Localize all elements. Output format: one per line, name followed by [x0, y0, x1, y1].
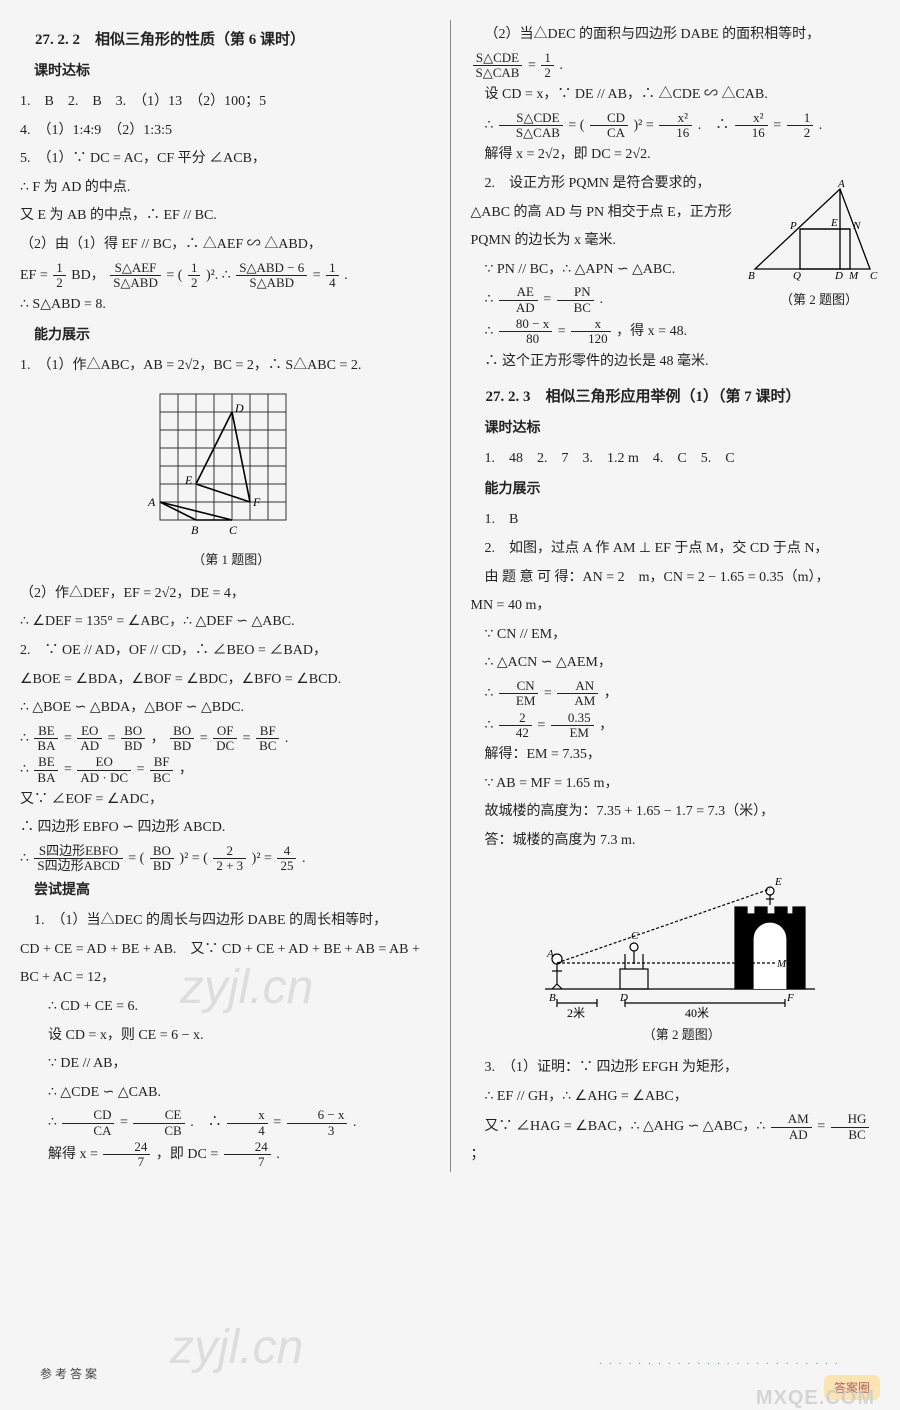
footer-dots: · · · · · · · · · · · · · · · · · · · · … — [599, 1359, 840, 1370]
solution-line: ∵ DE // AB， — [20, 1051, 430, 1078]
solution-line: 设 CD = x，则 CE = 6 − x. — [20, 1023, 430, 1050]
solution-line: （2）由（1）得 EF // BC，∴ △AEF ∽ △ABD， — [20, 232, 430, 259]
solution-line: 由 题 意 可 得：AN = 2 m，CN = 2 − 1.65 = 0.35（… — [471, 565, 881, 592]
svg-text:D: D — [234, 401, 244, 415]
solution-line: 又 E 为 AB 的中点，∴ EF // BC. — [20, 203, 430, 230]
equation-line: ∴ BEBA = EOAD = BOBD ， BOBD = OFDC = BFB… — [20, 724, 430, 754]
solution-line: MN = 40 m， — [471, 593, 881, 620]
svg-text:F: F — [252, 495, 261, 509]
solution-line: 解得 x = 2√2，即 DC = 2√2. — [471, 142, 881, 169]
right-column: （2）当△DEC 的面积与四边形 DABE 的面积相等时， S△CDES△CAB… — [471, 20, 881, 1172]
svg-text:C: C — [870, 270, 878, 282]
svg-text:N: N — [852, 220, 861, 232]
equation-line: ∴ S四边形EBFOS四边形ABCD = ( BOBD )² = ( 22 + … — [20, 844, 430, 874]
solution-line: 又∵ ∠EOF = ∠ADC， — [20, 787, 430, 814]
equation-line: ∴ 80 − x80 = x120 ，得 x = 48. — [471, 317, 881, 347]
solution-line: CD + CE = AD + BE + AB. 又∵ CD + CE + AD … — [20, 937, 430, 964]
section-heading: 27. 2. 2 相似三角形的性质（第 6 课时） — [20, 26, 430, 55]
svg-text:P: P — [789, 220, 797, 232]
solution-line: ∠BOE = ∠BDA，∠BOF = ∠BDC，∠BFO = ∠BCD. — [20, 667, 430, 694]
figure-tower: A B C D E F M 2米 40米 — [525, 859, 825, 1019]
svg-text:E: E — [184, 473, 193, 487]
solution-line: ∵ CN // EM， — [471, 622, 881, 649]
solution-line: ∴ ∠DEF = 135° = ∠ABC，∴ △DEF ∽ △ABC. — [20, 609, 430, 636]
svg-text:B: B — [191, 523, 199, 537]
solution-line: ∴ EF // GH，∴ ∠AHG = ∠ABC， — [471, 1084, 881, 1111]
subsection-title: 课时达标 — [20, 59, 430, 86]
solution-line: ∴ △ACN ∽ △AEM， — [471, 650, 881, 677]
equation-line: 解得 x = 247 ，即 DC = 247 . — [20, 1140, 430, 1170]
solution-line: BC + AC = 12， — [20, 965, 430, 992]
svg-text:E: E — [774, 876, 782, 888]
figure-triangle-wrapper: A B C Q D M P E N （第 2 题图） — [745, 175, 880, 321]
figure-triangle: A B C Q D M P E N — [745, 179, 880, 284]
svg-text:B: B — [549, 992, 556, 1004]
mxqe-watermark: MXQE.COM — [756, 1387, 875, 1410]
solution-line: （2）作△DEF，EF = 2√2，DE = 4， — [20, 581, 430, 608]
solution-line: ∴ F 为 AD 的中点. — [20, 175, 430, 202]
svg-text:D: D — [619, 992, 628, 1004]
solution-line: 2. ∵ OE // AD，OF // CD，∴ ∠BEO = ∠BAD， — [20, 638, 430, 665]
solution-line: ∴ S△ABD = 8. — [20, 292, 430, 319]
svg-text:A: A — [837, 179, 845, 190]
solution-line: 故城楼的高度为：7.35 + 1.65 − 1.7 = 7.3（米）， — [471, 799, 881, 826]
svg-text:B: B — [748, 270, 755, 282]
equation-line: 又∵ ∠HAG = ∠BAC，∴ △AHG ∽ △ABC，∴ AMAD = HG… — [471, 1112, 881, 1168]
watermark-text: zyjl.cn — [170, 1320, 303, 1375]
answer-line: 1. B — [471, 507, 881, 534]
solution-line: 3. （1）证明：∵ 四边形 EFGH 为矩形， — [471, 1055, 881, 1082]
equation-line: S△CDES△CAB = 12 . — [471, 51, 881, 81]
svg-text:C: C — [229, 523, 238, 537]
svg-text:M: M — [776, 958, 787, 970]
solution-line: 答：城楼的高度为 7.3 m. — [471, 828, 881, 855]
svg-text:M: M — [848, 270, 859, 282]
svg-text:F: F — [786, 992, 794, 1004]
equation-line: ∴ 242 = 0.35EM ， — [471, 711, 881, 741]
page-container: 27. 2. 2 相似三角形的性质（第 6 课时） 课时达标 1. B 2. B… — [20, 20, 880, 1172]
equation-line: ∴ BEBA = EOAD · DC = BFBC ， — [20, 755, 430, 785]
section-heading: 27. 2. 3 相似三角形应用举例（1）（第 7 课时） — [471, 383, 881, 412]
footer-text: 参 考 答 案 — [40, 1365, 97, 1382]
column-divider — [450, 20, 451, 1172]
figure-caption: （第 1 题图） — [20, 548, 430, 573]
subsection-title: 课时达标 — [471, 416, 881, 443]
solution-line: （2）当△DEC 的面积与四边形 DABE 的面积相等时， — [471, 22, 881, 49]
equation-line: ∴ CNEM = ANAM ， — [471, 679, 881, 709]
svg-text:40米: 40米 — [685, 1006, 709, 1019]
svg-text:C: C — [631, 930, 639, 942]
solution-line: 解得：EM = 7.35， — [471, 742, 881, 769]
answer-line: 1. 48 2. 7 3. 1.2 m 4. C 5. C — [471, 446, 881, 473]
answer-line: 1. B 2. B 3. （1）13 （2）100；5 — [20, 89, 430, 116]
subsection-title: 尝试提高 — [20, 878, 430, 905]
svg-text:D: D — [834, 270, 843, 282]
left-column: 27. 2. 2 相似三角形的性质（第 6 课时） 课时达标 1. B 2. B… — [20, 20, 430, 1172]
solution-line: 5. （1）∵ DC = AC，CF 平分 ∠ACB， — [20, 146, 430, 173]
solution-line: ∴ 这个正方形零件的边长是 48 毫米. — [471, 349, 881, 376]
equation-line: EF = 12 BD， S△AEFS△ABD = ( 12 )². ∴ S△AB… — [20, 261, 430, 291]
solution-line: 设 CD = x，∵ DE // AB，∴ △CDE ∽ △CAB. — [471, 82, 881, 109]
svg-text:Q: Q — [793, 270, 801, 282]
figure-caption: （第 2 题图） — [471, 1023, 881, 1048]
equation-line: ∴ CDCA = CECB . ∴ x4 = 6 − x3 . — [20, 1108, 430, 1138]
equation-line: ∴ S△CDES△CAB = ( CDCA )² = x²16 . ∴ x²16… — [471, 111, 881, 141]
answer-line: 4. （1）1:4:9 （2）1:3:5 — [20, 118, 430, 145]
solution-line: ∴ 四边形 EBFO ∽ 四边形 ABCD. — [20, 815, 430, 842]
solution-line: 1. （1）当△DEC 的周长与四边形 DABE 的周长相等时， — [20, 908, 430, 935]
solution-line: ∴ △CDE ∽ △CAB. — [20, 1080, 430, 1107]
figure-caption: （第 2 题图） — [745, 288, 880, 313]
svg-text:E: E — [830, 217, 838, 229]
solution-line: ∴ CD + CE = 6. — [20, 994, 430, 1021]
svg-text:2米: 2米 — [567, 1006, 585, 1019]
solution-line: ∴ △BOE ∽ △BDA，△BOF ∽ △BDC. — [20, 695, 430, 722]
solution-line: ∵ AB = MF = 1.65 m， — [471, 771, 881, 798]
solution-line: 1. （1）作△ABC，AB = 2√2，BC = 2，∴ S△ABC = 2. — [20, 353, 430, 380]
svg-text:A: A — [546, 948, 554, 960]
figure-grid: A B C D E F — [145, 384, 305, 544]
subsection-title: 能力展示 — [20, 323, 430, 350]
solution-line: 2. 如图，过点 A 作 AM ⊥ EF 于点 M，交 CD 于点 N， — [471, 536, 881, 563]
subsection-title: 能力展示 — [471, 477, 881, 504]
svg-text:A: A — [147, 495, 156, 509]
